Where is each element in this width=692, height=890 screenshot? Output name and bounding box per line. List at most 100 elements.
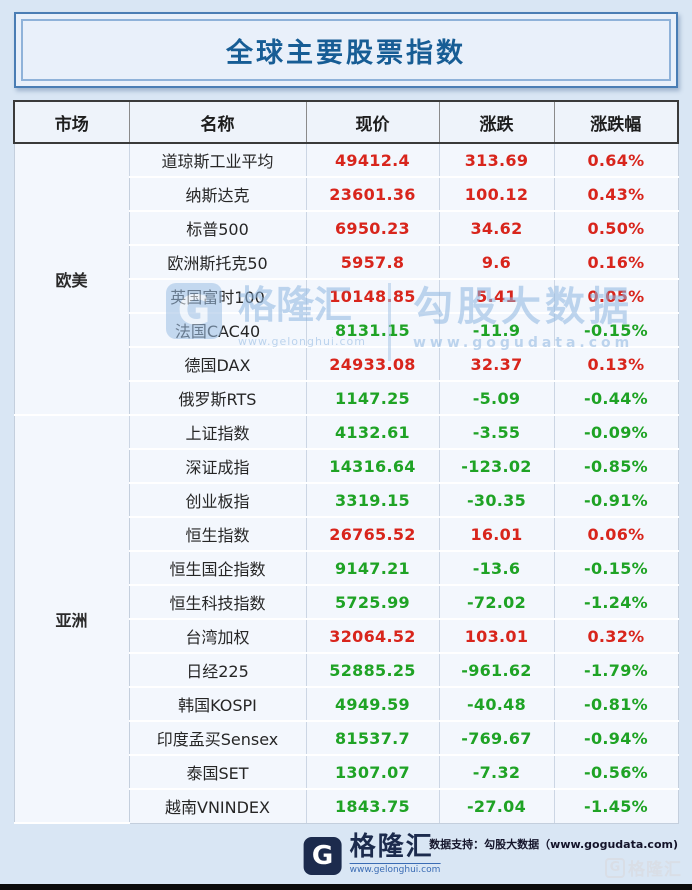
- index-name-cell: 日经225: [128, 653, 306, 688]
- change-pct-cell: -0.81%: [553, 687, 679, 722]
- change-cell: -5.09: [438, 381, 554, 416]
- change-pct-cell: -0.09%: [553, 415, 679, 450]
- change-pct-cell: -1.79%: [553, 653, 679, 688]
- column-header-2: 现价: [305, 100, 439, 144]
- table-row: 欧美 道琼斯工业平均 49412.4 313.69 0.64%: [13, 143, 679, 416]
- table-row: 创业板指 3319.15 -30.35 -0.91%: [14, 483, 679, 518]
- index-name-cell: 俄罗斯RTS: [128, 381, 306, 416]
- page-title-inner-frame: 全球主要股票指数: [21, 19, 671, 81]
- index-name-cell: 英国富时100: [128, 279, 306, 314]
- change-pct-cell: 0.13%: [553, 347, 679, 382]
- change-cell: -40.48: [438, 687, 554, 722]
- price-cell: 52885.25: [305, 653, 439, 688]
- price-cell: 6950.23: [305, 211, 439, 246]
- price-cell: 3319.15: [305, 483, 439, 518]
- table-row: 泰国SET 1307.07 -7.32 -0.56%: [14, 755, 679, 790]
- table-row: 俄罗斯RTS 1147.25 -5.09 -0.44%: [14, 381, 679, 416]
- price-cell: 4949.59: [305, 687, 439, 722]
- change-pct-cell: -0.15%: [553, 551, 679, 586]
- table-row: 韩国KOSPI 4949.59 -40.48 -0.81%: [14, 687, 679, 722]
- table-row: 亚洲 上证指数 4132.61 -3.55 -0.09%: [13, 415, 679, 824]
- index-name-cell: 创业板指: [128, 483, 306, 518]
- table-row: 欧洲斯托克50 5957.8 9.6 0.16%: [14, 245, 679, 280]
- corner-watermark-text: 格隆汇: [628, 860, 682, 880]
- change-pct-cell: -0.15%: [553, 313, 679, 348]
- table-row: 越南VNINDEX 1843.75 -27.04 -1.45%: [14, 789, 679, 824]
- change-cell: -11.9: [438, 313, 554, 348]
- table-header-row: 市场 名称 现价 涨跌 涨跌幅: [13, 100, 679, 144]
- index-name-cell: 越南VNINDEX: [128, 789, 306, 824]
- footer-brand-url: www.gelonghui.com: [349, 863, 441, 875]
- change-cell: 34.62: [438, 211, 554, 246]
- index-name-cell: 韩国KOSPI: [128, 687, 306, 722]
- index-name-cell: 恒生指数: [128, 517, 306, 552]
- table-row: 深证成指 14316.64 -123.02 -0.85%: [14, 449, 679, 484]
- stock-indices-table: 市场 名称 现价 涨跌 涨跌幅 欧美 道琼斯工业平均 49412.4 313.69 0.64% 纳…: [13, 100, 679, 824]
- table-row: 恒生指数 26765.52 16.01 0.06%: [14, 517, 679, 552]
- price-cell: 4132.61: [305, 415, 439, 450]
- market-cell: 欧美: [13, 143, 129, 416]
- index-name-cell: 泰国SET: [128, 755, 306, 790]
- index-name-cell: 标普500: [128, 211, 306, 246]
- change-cell: 9.6: [438, 245, 554, 280]
- change-pct-cell: -0.91%: [553, 483, 679, 518]
- footer-brand-text: 格隆汇: [349, 832, 434, 862]
- price-cell: 32064.52: [305, 619, 439, 654]
- change-cell: -123.02: [438, 449, 554, 484]
- price-cell: 1307.07: [305, 755, 439, 790]
- index-name-cell: 法国CAC40: [128, 313, 306, 348]
- index-name-cell: 恒生国企指数: [128, 551, 306, 586]
- change-cell: -7.32: [438, 755, 554, 790]
- gelonghui-footer-logo: G 格隆汇 www.gelonghui.com: [303, 832, 441, 875]
- change-cell: 313.69: [438, 143, 554, 178]
- change-cell: -769.67: [438, 721, 554, 756]
- change-cell: -3.55: [438, 415, 554, 450]
- column-header-3: 涨跌: [438, 100, 554, 144]
- price-cell: 10148.85: [305, 279, 439, 314]
- index-name-cell: 印度孟买Sensex: [128, 721, 306, 756]
- table-row: 恒生科技指数 5725.99 -72.02 -1.24%: [14, 585, 679, 620]
- index-name-cell: 上证指数: [128, 415, 306, 450]
- gelonghui-logo-icon: G: [605, 857, 625, 878]
- data-support-text: 数据支持：勾股大数据（www.gogudata.com): [429, 838, 678, 851]
- change-pct-cell: -0.44%: [553, 381, 679, 416]
- change-cell: -30.35: [438, 483, 554, 518]
- corner-watermark: G 格隆汇: [605, 855, 682, 880]
- price-cell: 8131.15: [305, 313, 439, 348]
- change-pct-cell: -0.94%: [553, 721, 679, 756]
- price-cell: 5725.99: [305, 585, 439, 620]
- index-name-cell: 德国DAX: [128, 347, 306, 382]
- change-pct-cell: 0.06%: [553, 517, 679, 552]
- change-pct-cell: -0.85%: [553, 449, 679, 484]
- index-name-cell: 道琼斯工业平均: [128, 143, 306, 178]
- price-cell: 23601.36: [305, 177, 439, 212]
- table-row: 恒生国企指数 9147.21 -13.6 -0.15%: [14, 551, 679, 586]
- change-cell: -13.6: [438, 551, 554, 586]
- column-header-4: 涨跌幅: [553, 100, 679, 144]
- change-pct-cell: -1.24%: [553, 585, 679, 620]
- change-pct-cell: -1.45%: [553, 789, 679, 824]
- price-cell: 81537.7: [305, 721, 439, 756]
- change-pct-cell: 0.43%: [553, 177, 679, 212]
- table-row: 法国CAC40 8131.15 -11.9 -0.15%: [14, 313, 679, 348]
- index-name-cell: 深证成指: [128, 449, 306, 484]
- table-row: 纳斯达克 23601.36 100.12 0.43%: [14, 177, 679, 212]
- index-name-cell: 纳斯达克: [128, 177, 306, 212]
- gelonghui-logo-icon: G: [303, 837, 342, 875]
- change-pct-cell: 0.16%: [553, 245, 679, 280]
- table-row: 印度孟买Sensex 81537.7 -769.67 -0.94%: [14, 721, 679, 756]
- market-cell: 亚洲: [13, 415, 129, 824]
- change-cell: -72.02: [438, 585, 554, 620]
- change-cell: -27.04: [438, 789, 554, 824]
- page-title-box: 全球主要股票指数: [14, 12, 678, 88]
- change-cell: 100.12: [438, 177, 554, 212]
- table-row: 德国DAX 24933.08 32.37 0.13%: [14, 347, 679, 382]
- bottom-bar: [0, 884, 692, 890]
- table-row: 标普500 6950.23 34.62 0.50%: [14, 211, 679, 246]
- price-cell: 14316.64: [305, 449, 439, 484]
- footer: G 格隆汇 www.gelonghui.com 数据支持：勾股大数据（www.g…: [0, 824, 692, 886]
- table-row: 日经225 52885.25 -961.62 -1.79%: [14, 653, 679, 688]
- change-pct-cell: 0.64%: [553, 143, 679, 178]
- price-cell: 5957.8: [305, 245, 439, 280]
